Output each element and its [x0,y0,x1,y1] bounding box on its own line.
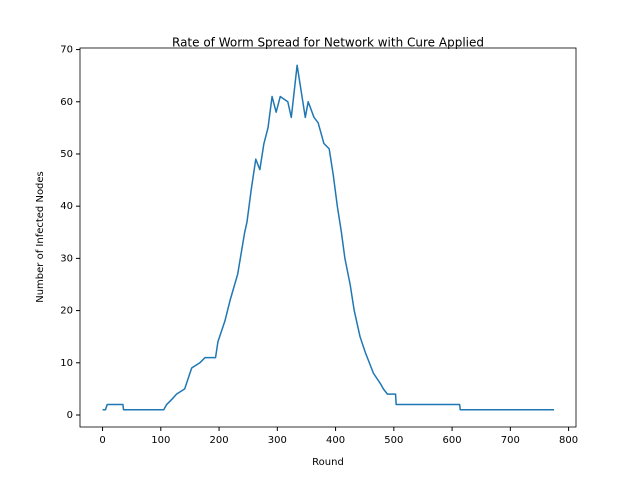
y-tick-label: 50 [60,149,73,160]
plot-frame [79,47,577,428]
y-tick-label: 20 [60,306,73,317]
y-axis-label: Number of Infected Nodes [35,171,46,303]
x-axis-label: Round [312,457,344,468]
x-tick-label: 400 [326,435,345,446]
x-tick-label: 500 [384,435,403,446]
y-tick-label: 70 [60,45,73,56]
x-tick-label: 800 [559,435,578,446]
y-tick-label: 30 [60,253,73,264]
chart-title: Rate of Worm Spread for Network with Cur… [172,36,484,50]
x-tick-label: 100 [151,435,170,446]
x-tick-label: 0 [99,435,105,446]
y-tick-label: 10 [60,358,73,369]
x-tick-label: 600 [443,435,462,446]
y-tick-label: 60 [60,97,73,108]
data-line [102,64,555,411]
y-tick-label: 0 [67,410,73,421]
x-tick-label: 300 [268,435,287,446]
y-tick-label: 40 [60,201,73,212]
x-tick-label: 700 [501,435,520,446]
x-tick-label: 200 [210,435,229,446]
